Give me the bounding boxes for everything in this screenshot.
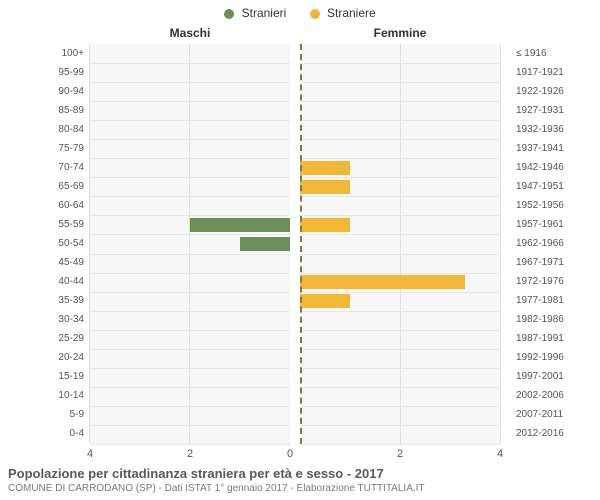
y-label-age: 0-4: [4, 428, 84, 439]
y-label-birth: 1967-1971: [516, 257, 596, 268]
x-tick: 4: [497, 448, 503, 460]
bar-female: [300, 294, 350, 308]
plot-area-female: [300, 44, 500, 444]
y-label-age: 50-54: [4, 238, 84, 249]
y-label-birth: 1982-1986: [516, 314, 596, 325]
bar-female: [300, 180, 350, 194]
y-label-birth: 2012-2016: [516, 428, 596, 439]
footer-subtitle: COMUNE DI CARRODANO (SP) - Dati ISTAT 1°…: [8, 483, 592, 494]
y-label-age: 75-79: [4, 143, 84, 154]
legend-swatch-male: [224, 9, 234, 19]
y-label-birth: 1947-1951: [516, 181, 596, 192]
plot-area-male: [90, 44, 290, 444]
y-label-age: 60-64: [4, 200, 84, 211]
center-divider: [300, 44, 302, 444]
y-label-age: 20-24: [4, 352, 84, 363]
y-label-birth: 1937-1941: [516, 143, 596, 154]
y-label-age: 5-9: [4, 409, 84, 420]
y-label-birth: 1997-2001: [516, 371, 596, 382]
y-label-birth: 1987-1991: [516, 333, 596, 344]
y-label-birth: 1972-1976: [516, 276, 596, 287]
y-label-age: 90-94: [4, 86, 84, 97]
x-tick: 2: [187, 448, 193, 460]
bar-female: [300, 275, 465, 289]
legend-label-male: Stranieri: [242, 6, 287, 20]
y-label-birth: 2007-2011: [516, 409, 596, 420]
y-label-birth: 1927-1931: [516, 105, 596, 116]
column-title-female: Femmine: [300, 26, 500, 40]
y-label-birth: 1917-1921: [516, 67, 596, 78]
y-label-age: 15-19: [4, 371, 84, 382]
y-label-birth: 1962-1966: [516, 238, 596, 249]
bar-female: [300, 218, 350, 232]
column-title-male: Maschi: [90, 26, 290, 40]
y-label-age: 95-99: [4, 67, 84, 78]
y-label-age: 10-14: [4, 390, 84, 401]
y-label-age: 65-69: [4, 181, 84, 192]
y-label-birth: 1952-1956: [516, 200, 596, 211]
y-label-age: 70-74: [4, 162, 84, 173]
x-tick: 0: [287, 448, 293, 460]
bar-male: [190, 218, 290, 232]
x-tick: 2: [397, 448, 403, 460]
y-label-age: 80-84: [4, 124, 84, 135]
y-label-age: 85-89: [4, 105, 84, 116]
chart-container: Stranieri Straniere Maschi Femmine Fasce…: [0, 0, 600, 500]
legend-swatch-female: [310, 9, 320, 19]
y-label-age: 35-39: [4, 295, 84, 306]
y-label-birth: 1942-1946: [516, 162, 596, 173]
y-label-birth: 2002-2006: [516, 390, 596, 401]
y-label-age: 30-34: [4, 314, 84, 325]
bar-female: [300, 161, 350, 175]
y-label-birth: ≤ 1916: [516, 48, 596, 59]
y-label-birth: 1957-1961: [516, 219, 596, 230]
y-label-birth: 1922-1926: [516, 86, 596, 97]
bar-male: [240, 237, 290, 251]
y-label-age: 100+: [4, 48, 84, 59]
footer-title: Popolazione per cittadinanza straniera p…: [8, 466, 592, 481]
y-label-age: 25-29: [4, 333, 84, 344]
legend-item-female: Straniere: [310, 6, 376, 20]
y-label-age: 40-44: [4, 276, 84, 287]
y-label-age: 55-59: [4, 219, 84, 230]
y-label-birth: 1992-1996: [516, 352, 596, 363]
footer: Popolazione per cittadinanza straniera p…: [8, 466, 592, 494]
x-tick: 4: [87, 448, 93, 460]
y-label-age: 45-49: [4, 257, 84, 268]
legend-label-female: Straniere: [327, 6, 376, 20]
legend-item-male: Stranieri: [224, 6, 286, 20]
y-label-birth: 1977-1981: [516, 295, 596, 306]
y-label-birth: 1932-1936: [516, 124, 596, 135]
legend: Stranieri Straniere: [0, 6, 600, 20]
